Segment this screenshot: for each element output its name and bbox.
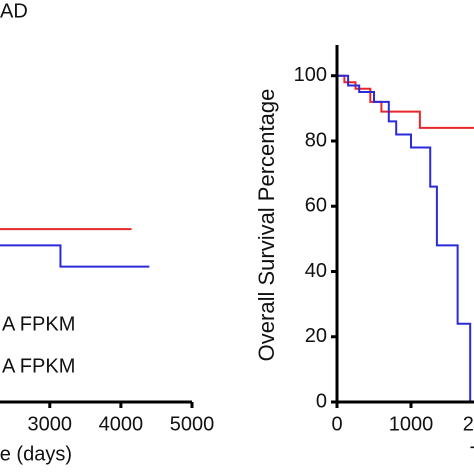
survival-curve bbox=[0, 244, 150, 268]
x-tick-label: 2000 bbox=[463, 413, 474, 435]
x-tick-label: 0 bbox=[331, 413, 342, 435]
y-tick-label: 0 bbox=[316, 390, 327, 412]
legend-label: A FPKM bbox=[2, 313, 75, 335]
survival-curve bbox=[337, 74, 474, 403]
y-tick-label: 60 bbox=[305, 195, 327, 217]
x-axis-label: Time (days) bbox=[0, 443, 72, 465]
y-tick-label: 80 bbox=[305, 129, 327, 151]
y-tick-label: 20 bbox=[305, 325, 327, 347]
survival-curve bbox=[337, 74, 474, 129]
y-tick-label: 40 bbox=[305, 260, 327, 282]
x-tick-label: 4000 bbox=[99, 413, 144, 435]
y-axis-label: Overall Survival Percentage bbox=[254, 89, 279, 362]
x-tick-label: 5000 bbox=[170, 413, 215, 435]
x-tick-label: 3000 bbox=[28, 413, 73, 435]
y-tick-label: 100 bbox=[294, 64, 327, 86]
chart-title: AD bbox=[0, 0, 28, 22]
x-axis-label: Time (days) bbox=[470, 443, 474, 465]
legend-label: A FPKM bbox=[2, 355, 75, 377]
x-tick-label: 1000 bbox=[389, 413, 434, 435]
